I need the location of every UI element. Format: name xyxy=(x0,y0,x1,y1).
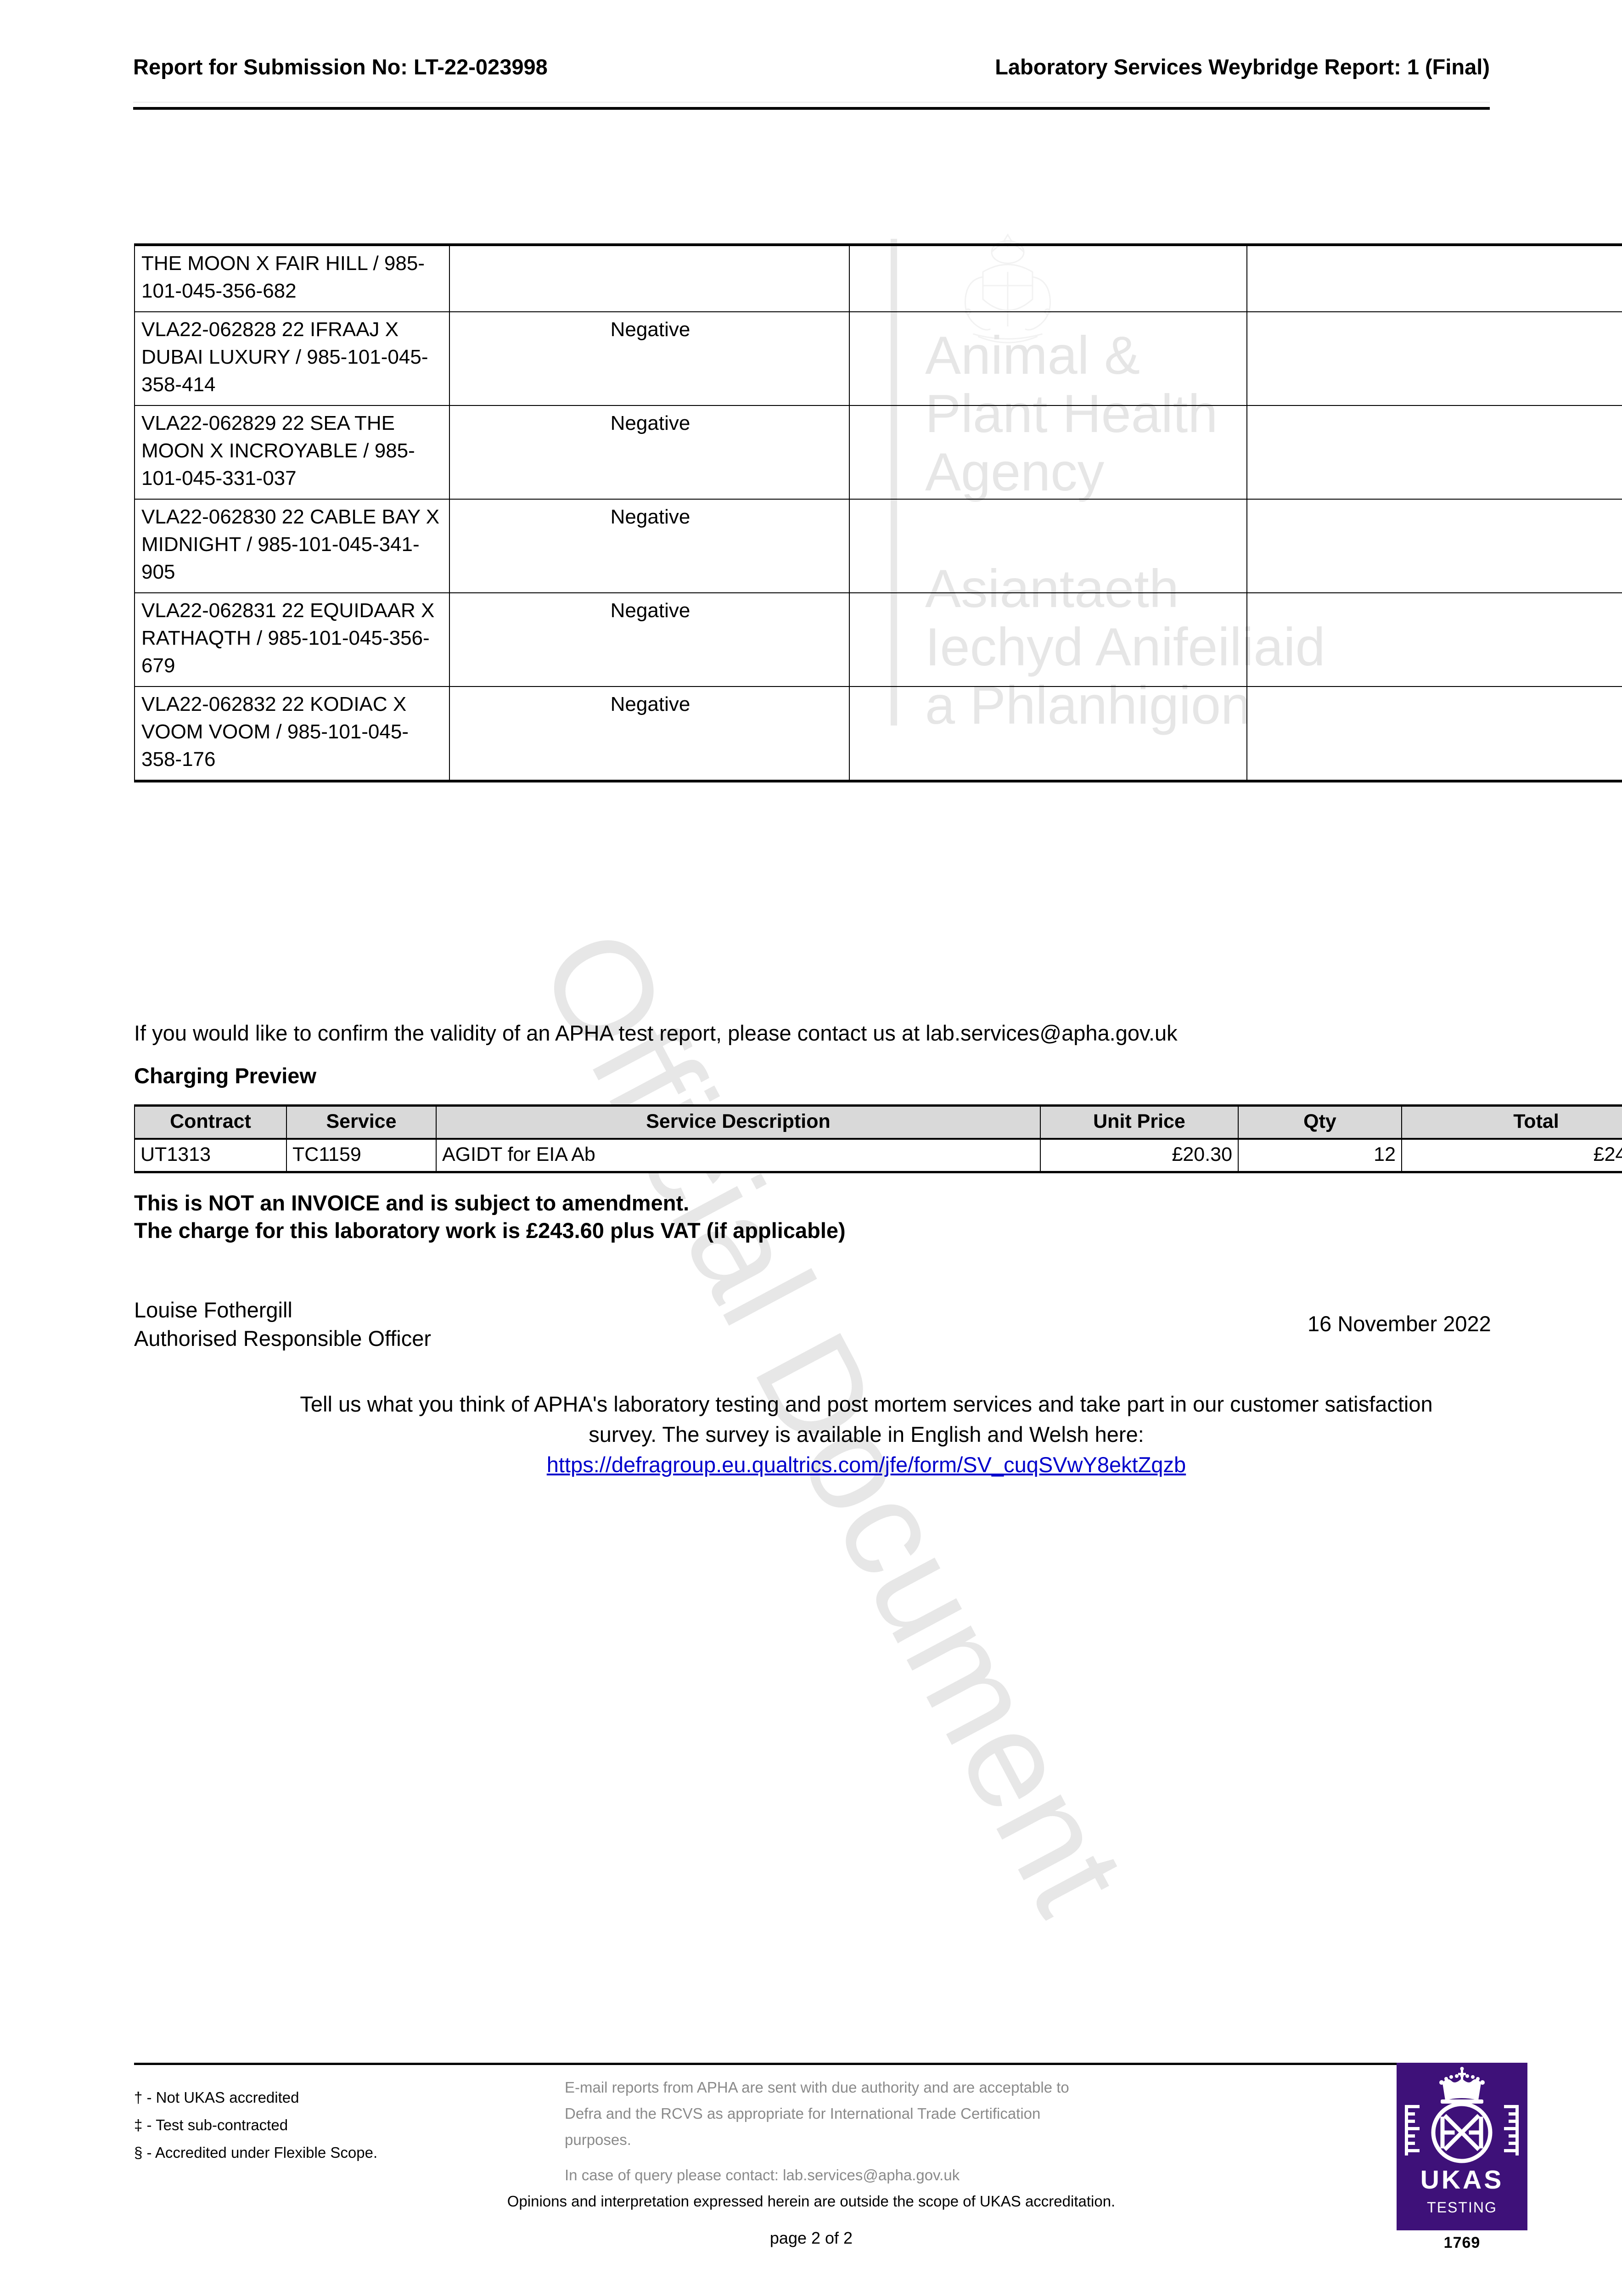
page-number: page 2 of 2 xyxy=(769,2228,853,2247)
extra-cell-1 xyxy=(849,592,1247,687)
result-cell: Negative xyxy=(449,592,850,687)
legend-sub-contracted: ‡ - Test sub-contracted xyxy=(134,2116,288,2133)
result-cell xyxy=(449,243,850,312)
email-note-line-1: E-mail reports from APHA are sent with d… xyxy=(565,2079,1069,2096)
sample-cell: VLA22-062829 22 SEA THE MOON X INCROYABL… xyxy=(134,405,450,500)
email-note-line-3: purposes. xyxy=(565,2131,631,2148)
col-header-description: Service Description xyxy=(436,1104,1041,1140)
extra-cell-2 xyxy=(1246,243,1622,312)
col-header-contract: Contract xyxy=(134,1104,287,1140)
survey-line-1: Tell us what you think of APHA's laborat… xyxy=(300,1392,1433,1416)
submission-number: Report for Submission No: LT-22-023998 xyxy=(133,55,548,79)
footnote-legend: † - Not UKAS accredited ‡ - Test sub-con… xyxy=(134,2084,377,2167)
extra-cell-2 xyxy=(1246,499,1622,593)
footer-email-note: E-mail reports from APHA are sent with d… xyxy=(565,2074,1354,2188)
cell-qty: 12 xyxy=(1238,1138,1402,1173)
survey-link[interactable]: https://defragroup.eu.qualtrics.com/jfe/… xyxy=(546,1452,1186,1477)
col-header-unit-price: Unit Price xyxy=(1040,1104,1239,1140)
cell-total: £243.60 xyxy=(1401,1138,1622,1173)
results-table: THE MOON X FAIR HILL / 985-101-045-356-6… xyxy=(134,243,1622,782)
footer-divider xyxy=(134,2063,1488,2065)
table-row: VLA22-062828 22 IFRAAJ X DUBAI LUXURY / … xyxy=(134,311,1622,406)
table-row: THE MOON X FAIR HILL / 985-101-045-356-6… xyxy=(134,243,1622,312)
legend-not-ukas: † - Not UKAS accredited xyxy=(134,2089,299,2106)
extra-cell-1 xyxy=(849,311,1247,406)
query-note: In case of query please contact: lab.ser… xyxy=(565,2167,960,2183)
col-header-qty: Qty xyxy=(1238,1104,1402,1140)
table-row: VLA22-062830 22 CABLE BAY X MIDNIGHT / 9… xyxy=(134,499,1622,593)
sample-cell: VLA22-062830 22 CABLE BAY X MIDNIGHT / 9… xyxy=(134,499,450,593)
spacer xyxy=(565,2153,1354,2162)
email-note-line-2: Defra and the RCVS as appropriate for In… xyxy=(565,2105,1041,2122)
table-row: VLA22-062829 22 SEA THE MOON X INCROYABL… xyxy=(134,405,1622,500)
ukas-badge: UKAS TESTING xyxy=(1397,2063,1527,2230)
extra-cell-1 xyxy=(849,686,1247,782)
header-divider xyxy=(133,107,1490,110)
table-row: VLA22-062831 22 EQUIDAAR X RATHAQTH / 98… xyxy=(134,592,1622,687)
table-row: UT1313 TC1159 AGIDT for EIA Ab £20.30 12… xyxy=(134,1138,1622,1173)
result-cell: Negative xyxy=(449,499,850,593)
signer-name: Louise Fothergill xyxy=(134,1298,292,1322)
ukas-type-label: TESTING xyxy=(1427,2199,1497,2216)
sample-cell: VLA22-062832 22 KODIAC X VOOM VOOM / 985… xyxy=(134,686,450,782)
extra-cell-1 xyxy=(849,405,1247,500)
ukas-badge-icon xyxy=(1405,2067,1519,2163)
signature-block: Louise Fothergill Authorised Responsible… xyxy=(134,1296,431,1353)
cell-unit-price: £20.30 xyxy=(1040,1138,1239,1173)
result-cell: Negative xyxy=(449,686,850,782)
legend-flexible-scope: § - Accredited under Flexible Scope. xyxy=(134,2144,378,2161)
sample-cell: THE MOON X FAIR HILL / 985-101-045-356-6… xyxy=(134,243,450,312)
charging-preview-heading: Charging Preview xyxy=(134,1064,316,1088)
result-cell: Negative xyxy=(449,405,850,500)
extra-cell-2 xyxy=(1246,311,1622,406)
charging-notice: This is NOT an INVOICE and is subject to… xyxy=(134,1189,846,1244)
report-title: Laboratory Services Weybridge Report: 1 … xyxy=(995,55,1490,79)
ukas-accreditation-number: 1769 xyxy=(1443,2234,1481,2251)
extra-cell-1 xyxy=(849,243,1247,312)
not-invoice-line: This is NOT an INVOICE and is subject to… xyxy=(134,1191,690,1215)
extra-cell-2 xyxy=(1246,686,1622,782)
report-date: 16 November 2022 xyxy=(1308,1311,1491,1336)
charging-table-body: UT1313 TC1159 AGIDT for EIA Ab £20.30 12… xyxy=(134,1138,1622,1173)
sample-cell: VLA22-062828 22 IFRAAJ X DUBAI LUXURY / … xyxy=(134,311,450,406)
opinion-disclaimer: Opinions and interpretation expressed he… xyxy=(507,2193,1116,2210)
survey-invitation: Tell us what you think of APHA's laborat… xyxy=(134,1389,1599,1480)
results-table-body: THE MOON X FAIR HILL / 985-101-045-356-6… xyxy=(134,243,1622,782)
signer-role: Authorised Responsible Officer xyxy=(134,1326,432,1351)
sample-cell: VLA22-062831 22 EQUIDAAR X RATHAQTH / 98… xyxy=(134,592,450,687)
cell-service: TC1159 xyxy=(286,1138,437,1173)
charging-preview-table: Contract Service Service Description Uni… xyxy=(134,1104,1622,1173)
cell-description: AGIDT for EIA Ab xyxy=(436,1138,1041,1173)
survey-line-2: survey. The survey is available in Engli… xyxy=(589,1422,1144,1446)
ukas-wordmark: UKAS xyxy=(1420,2165,1504,2195)
charging-table-head: Contract Service Service Description Uni… xyxy=(134,1104,1622,1140)
charging-header-row: Contract Service Service Description Uni… xyxy=(134,1104,1622,1140)
result-cell: Negative xyxy=(449,311,850,406)
extra-cell-2 xyxy=(1246,405,1622,500)
extra-cell-1 xyxy=(849,499,1247,593)
col-header-service: Service xyxy=(286,1104,437,1140)
col-header-total: Total xyxy=(1401,1104,1622,1140)
page-header: Report for Submission No: LT-22-023998 L… xyxy=(133,54,1490,79)
cell-contract: UT1313 xyxy=(134,1138,287,1173)
table-row: VLA22-062832 22 KODIAC X VOOM VOOM / 985… xyxy=(134,686,1622,782)
validity-note: If you would like to confirm the validit… xyxy=(134,1021,1178,1045)
charge-amount-line: The charge for this laboratory work is £… xyxy=(134,1218,846,1243)
ukas-logo: UKAS TESTING 1769 xyxy=(1397,2063,1527,2252)
extra-cell-2 xyxy=(1246,592,1622,687)
